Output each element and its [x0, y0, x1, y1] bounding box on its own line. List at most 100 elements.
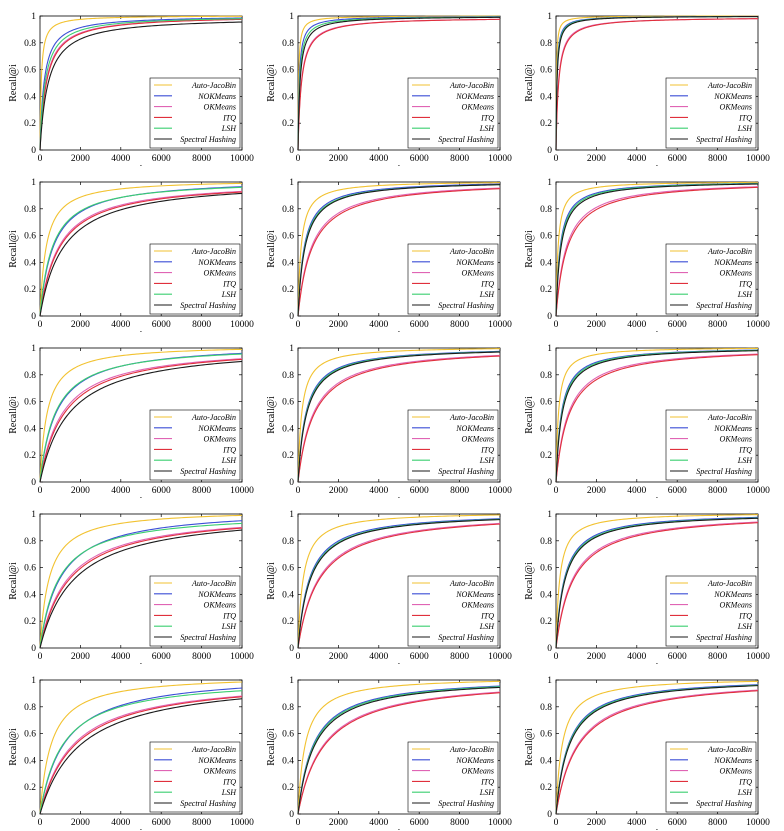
recall-chart-r4-c2: 0 2000 4000 6000 8000 10000 0 0.2 0.4 0.6 0.8 1 i Rec… — [266, 510, 512, 664]
x-tick-label: 0 — [38, 154, 43, 164]
x-tick-label: 0 — [38, 320, 43, 330]
x-tick-label: 4000 — [369, 652, 388, 662]
x-axis-label: i — [656, 662, 659, 664]
x-tick-label: 4000 — [369, 486, 388, 496]
y-tick-label: 0.2 — [24, 783, 36, 793]
y-axis-label: Recall@i — [266, 728, 277, 766]
x-tick-label: 10000 — [230, 818, 254, 828]
y-tick-label: 0 — [547, 644, 552, 654]
x-tick-label: 4000 — [369, 154, 388, 164]
legend-label: OKMeans — [720, 601, 752, 610]
legend-label: Spectral Hashing — [696, 301, 752, 310]
axes-frame — [297, 347, 501, 483]
legend-label: ITQ — [480, 777, 494, 786]
x-tick-label: 2000 — [329, 486, 348, 496]
x-axis-label: i — [140, 330, 143, 332]
y-tick-label: 0.2 — [282, 285, 294, 295]
legend-label: Auto-JacoBin — [707, 579, 752, 588]
x-tick-label: 4000 — [111, 154, 130, 164]
legend-label: Spectral Hashing — [696, 135, 752, 144]
legend-label: LSH — [221, 124, 237, 133]
series-line-auto-jacobin — [555, 680, 759, 814]
axes-frame — [39, 181, 243, 317]
y-tick-label: 0.6 — [540, 398, 552, 408]
x-tick-label: 6000 — [410, 486, 429, 496]
x-tick-label: 8000 — [450, 320, 469, 330]
series-line-spectral-hashing — [555, 15, 759, 150]
legend-box — [665, 77, 757, 149]
x-tick-label: 8000 — [192, 320, 211, 330]
x-tick-label: 10000 — [746, 818, 770, 828]
legend-label: ITQ — [738, 611, 752, 620]
series-line-itq — [39, 18, 243, 150]
legend-label: Spectral Hashing — [438, 633, 494, 642]
x-tick-label: 10000 — [746, 320, 770, 330]
y-tick-label: 0.2 — [540, 783, 552, 793]
x-tick-label: 6000 — [410, 652, 429, 662]
x-axis-label: i — [398, 330, 401, 332]
axes-frame — [297, 513, 501, 649]
legend-label: LSH — [737, 456, 753, 465]
y-tick-label: 1 — [547, 510, 552, 520]
legend-label: Auto-JacoBin — [449, 745, 494, 754]
recall-chart-r2-c1: 0 2000 4000 6000 8000 10000 0 0.2 0.4 0.6 0.8 1 i Rec… — [8, 178, 254, 332]
y-tick-label: 0.2 — [540, 451, 552, 461]
legend-label: NOKMeans — [713, 424, 752, 433]
legend-label: LSH — [221, 456, 237, 465]
x-axis-label: i — [398, 662, 401, 664]
series-line-spectral-hashing — [39, 698, 243, 815]
x-tick-label: 8000 — [192, 486, 211, 496]
x-tick-label: 4000 — [627, 818, 646, 828]
x-tick-label: 2000 — [71, 154, 90, 164]
legend-box — [407, 575, 499, 647]
legend-label: OKMeans — [204, 103, 236, 112]
series-line-itq — [297, 188, 501, 317]
x-axis-label: i — [140, 496, 143, 498]
recall-chart-r1-c3: 0 2000 4000 6000 8000 10000 0 0.2 0.4 0.6 0.8 1 i Rec… — [524, 12, 770, 166]
series-line-auto-jacobin — [297, 514, 501, 648]
x-tick-label: 4000 — [627, 486, 646, 496]
x-tick-label: 0 — [296, 486, 301, 496]
legend-label: NOKMeans — [197, 756, 236, 765]
x-tick-label: 4000 — [627, 320, 646, 330]
y-tick-label: 1 — [31, 510, 36, 520]
legend-label: LSH — [479, 622, 495, 631]
legend-label: ITQ — [738, 445, 752, 454]
x-tick-label: 10000 — [746, 652, 770, 662]
x-tick-label: 0 — [554, 818, 559, 828]
x-tick-label: 2000 — [329, 320, 348, 330]
recall-chart-r4-c3: 0 2000 4000 6000 8000 10000 0 0.2 0.4 0.6 0.8 1 i Rec… — [524, 510, 770, 664]
series-line-itq — [297, 692, 501, 815]
y-tick-label: 1 — [547, 676, 552, 686]
y-axis-label: Recall@i — [524, 396, 535, 434]
x-tick-label: 6000 — [410, 320, 429, 330]
y-axis-label: Recall@i — [266, 396, 277, 434]
axes-frame — [39, 513, 243, 649]
series-line-auto-jacobin — [39, 182, 243, 316]
x-tick-label: 2000 — [587, 486, 606, 496]
y-tick-label: 0 — [289, 478, 294, 488]
legend-label: Spectral Hashing — [180, 467, 236, 476]
series-line-spectral-hashing — [39, 21, 243, 150]
x-tick-label: 2000 — [587, 652, 606, 662]
y-tick-label: 0.4 — [24, 424, 36, 434]
series-line-spectral-hashing — [39, 192, 243, 317]
x-tick-label: 0 — [38, 818, 43, 828]
series-line-auto-jacobin — [555, 347, 759, 482]
x-tick-label: 8000 — [450, 486, 469, 496]
legend-box — [149, 575, 241, 647]
y-tick-label: 0.8 — [24, 703, 36, 713]
y-tick-label: 0.4 — [540, 92, 552, 102]
recall-chart-r5-c2: 0 2000 4000 6000 8000 10000 0 0.2 0.4 0.6 0.8 1 i Rec… — [266, 676, 512, 830]
x-tick-label: 6000 — [410, 818, 429, 828]
y-tick-label: 0.2 — [540, 617, 552, 627]
legend-label: OKMeans — [720, 103, 752, 112]
y-tick-label: 0.6 — [24, 66, 36, 76]
y-tick-label: 0.6 — [540, 66, 552, 76]
x-tick-label: 6000 — [668, 652, 687, 662]
legend-label: NOKMeans — [455, 756, 494, 765]
x-tick-label: 2000 — [71, 320, 90, 330]
x-tick-label: 8000 — [450, 818, 469, 828]
y-tick-label: 0.4 — [24, 258, 36, 268]
x-axis-label: i — [140, 828, 143, 830]
